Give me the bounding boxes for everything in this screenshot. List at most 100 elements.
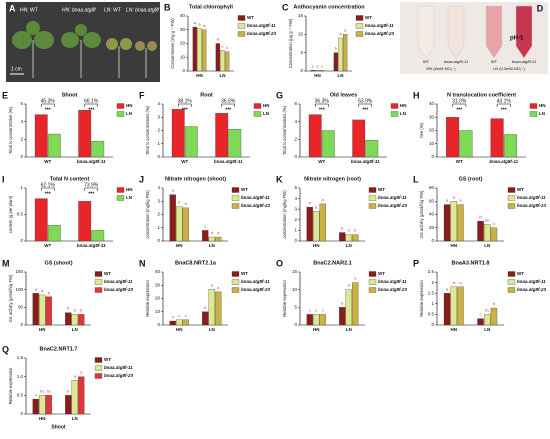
x-tick-label: HN [314,73,321,78]
y-tick-label: 0 [431,238,434,243]
legend-swatch [355,15,364,21]
y-tick-label: 0.5 [17,212,24,217]
y-tick-label: 4 [157,185,160,190]
x-tick-label: HN [451,327,458,332]
bar [342,34,348,72]
annotation: 45.3% [41,98,56,104]
legend-label: bnaa.atg8f-11 [241,195,270,200]
x-tick-label: HN [313,327,320,332]
bar [345,289,352,326]
bracket [84,187,99,191]
annotation: 66.1% [84,98,99,104]
panel: K Nitrate nitrogen (root) concentration (m… [276,174,408,248]
bar [446,117,460,158]
panel-letter: I [2,174,5,184]
legend-swatch [507,271,516,277]
bar [71,380,78,415]
y-tick-label: 0 [300,68,303,73]
bar [319,314,326,326]
legend-label: LN [539,111,545,116]
legend-swatch [94,365,103,371]
significance-letter: b [348,228,351,233]
y-tick-label: 4 [157,101,160,106]
legend-label: bnaa.atg8f-11 [104,365,133,370]
legend-label: WT [517,271,524,276]
significance-letter: b [80,307,83,312]
bar [32,398,39,415]
bar [78,376,85,415]
bar [339,232,346,242]
legend-label: HN [400,103,407,108]
legend-label: HN [126,187,133,192]
bar [171,109,185,158]
tube-label: WT [491,59,498,64]
significance-letter: a [322,197,325,202]
chart-title: Nitrate nitrogen (shoot) [165,176,226,182]
legend-swatch [253,111,262,117]
y-tick-label: 3 [157,114,160,119]
legend-label: LN [263,111,269,116]
y-tick-label: 0 [157,322,160,327]
stars: *** [45,107,51,113]
significance-letter: bc [485,218,489,223]
bar [215,113,229,158]
legend-label: bnaa.atg8f-23 [517,203,547,208]
y-axis-label: concentration (mg/kg FW) [145,190,150,239]
y-tick-label: 0 [157,238,160,243]
y-tick-label: 15 [292,269,298,274]
y-tick-label: 1 [157,225,160,230]
y-tick-label: 3 [157,198,160,203]
legend-label: WT [241,271,248,276]
stars: *** [501,107,507,113]
panel: E Shoot Total N concentration (%) 0 2 4 6 WT 45.… [2,90,133,164]
y-tick-label: 2.5 [428,269,435,274]
significance-letter: c [493,221,495,226]
significance-letter: a [459,280,462,285]
bar [78,314,85,326]
x-tick-label: WT [44,159,51,164]
panel: L GS (root) GS activity (μmol/h/g FW) 0 20 40… [413,174,547,248]
bar [490,307,498,326]
stars: *** [362,107,368,113]
y-tick-label: 20 [180,41,186,46]
y-tick-label: 100 [15,287,23,292]
legend-label: bnaa.atg8f-23 [104,287,134,292]
leaves [12,21,157,51]
panel: O BnaC2.NAR2.1 Relative expression 0 5 10 15 HN… [276,258,408,332]
tube [485,5,503,59]
y-axis-label: Relative expression [145,280,150,317]
legend-label: bnaa.atg8f-23 [378,203,408,208]
x-tick-label: HN [451,243,458,248]
legend-label: bnaa.atg8f-11 [241,279,270,284]
y-tick-label: 0 [20,154,23,159]
y-axis-label: Concentration (mg g⁻¹ FW) [170,18,175,69]
bar [503,134,517,158]
significance-letter: a [80,370,83,375]
panel-letter: M [2,258,10,268]
bar [459,130,473,158]
significance-letter: a [198,21,201,26]
legend-swatch [94,279,103,285]
x-tick-label: bnaa.atg8f-11 [489,159,518,164]
legend-swatch [390,103,399,109]
legend-swatch [355,31,364,37]
significance-letter: bc [485,307,489,312]
significance-letter: c [35,392,37,397]
significance-letter: bc [40,388,44,393]
y-tick-label: 40 [429,101,435,106]
y-axis-label: Total N concentrations (%) [145,105,150,155]
bar [176,319,183,326]
bar [91,230,105,242]
x-tick-label: HN [176,327,183,332]
legend-label: bnaa.atg8f-11 [517,195,546,200]
bar [450,286,457,326]
y-tick-label: 10 [155,309,161,314]
y-tick-label: 1.5 [428,290,435,295]
stars: *** [88,107,94,113]
x-tick-label: HN [39,416,46,421]
x-tick-label: WT [456,159,463,164]
scale-label: 1 cm [11,66,22,72]
y-tick-label: 6 [20,101,23,106]
x-tick-label: WT [318,159,325,164]
legend-swatch [355,23,364,29]
